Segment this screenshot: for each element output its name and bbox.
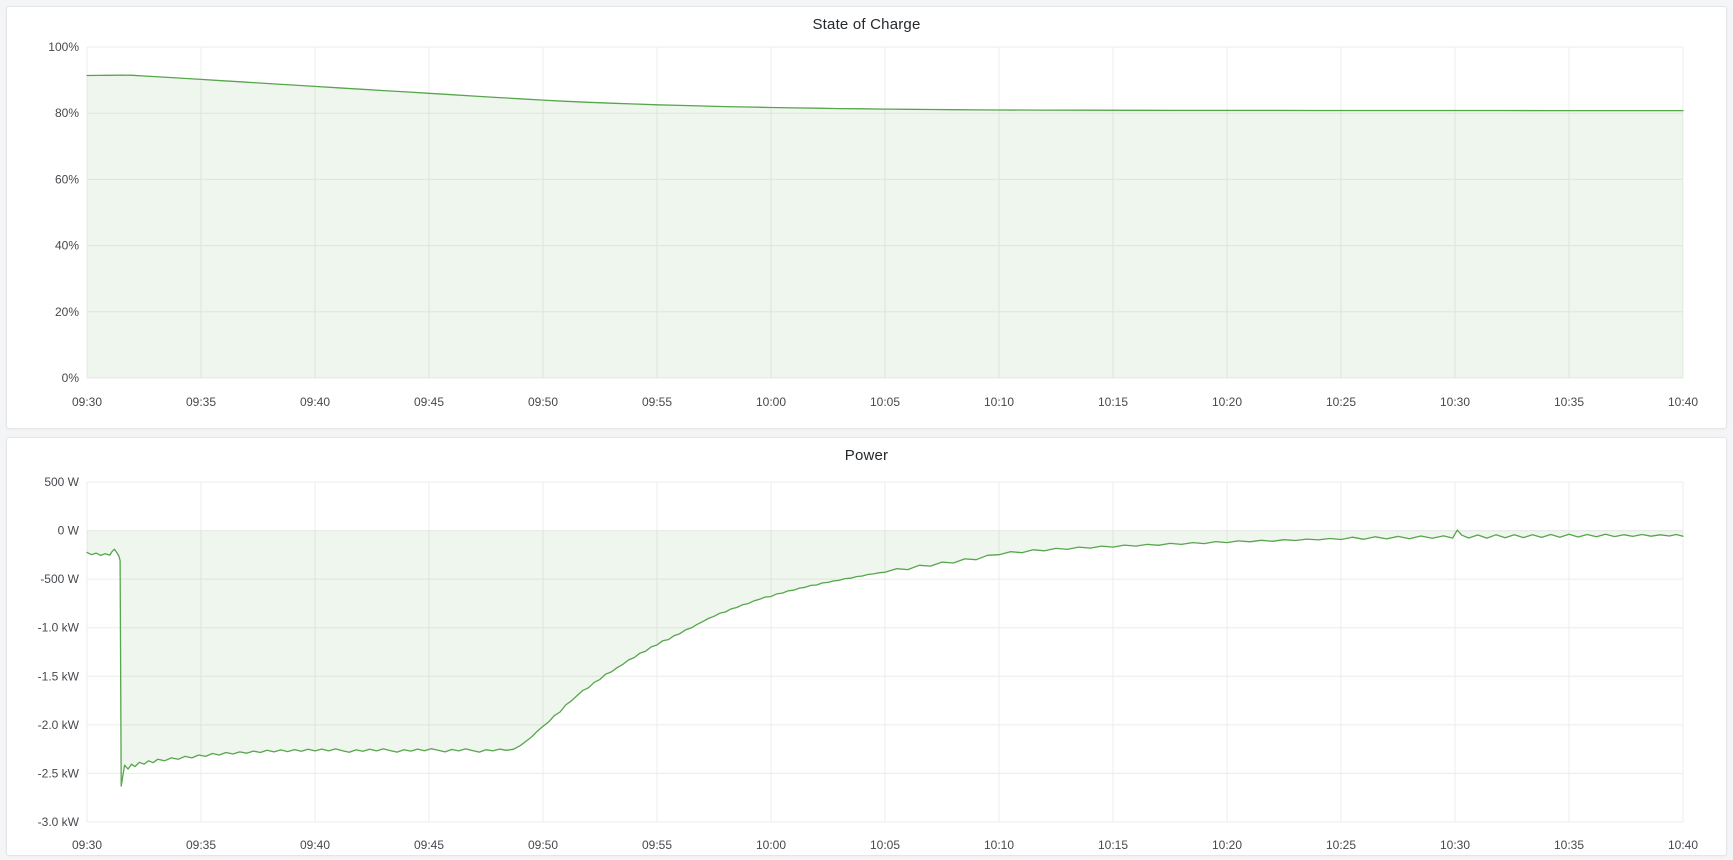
x-tick-label: 10:35 xyxy=(1554,395,1584,409)
x-tick-label: 09:40 xyxy=(300,838,330,852)
x-tick-label: 09:45 xyxy=(414,395,444,409)
power-chart-canvas[interactable]: 500 W 0 W -500 W -1.0 kW -1.5 kW -2.0 kW -2.5 … xyxy=(7,438,1726,855)
x-tick-label: 10:10 xyxy=(984,395,1014,409)
x-tick-label: 09:35 xyxy=(186,395,216,409)
x-tick-label: 09:50 xyxy=(528,395,558,409)
y-tick-label: -1.0 kW xyxy=(38,621,80,635)
x-tick-label: 10:35 xyxy=(1554,838,1584,852)
x-tick-label: 10:30 xyxy=(1440,838,1470,852)
y-tick-label: -2.0 kW xyxy=(38,718,80,732)
x-tick-label: 10:40 xyxy=(1668,395,1698,409)
x-tick-label: 09:30 xyxy=(72,838,102,852)
x-tick-label: 09:45 xyxy=(414,838,444,852)
y-tick-label: -2.5 kW xyxy=(38,766,80,780)
panel-title-power: Power xyxy=(844,447,889,464)
x-tick-label: 10:30 xyxy=(1440,395,1470,409)
y-tick-label: 100% xyxy=(48,40,79,54)
y-tick-label: 40% xyxy=(55,239,79,253)
x-tick-label: 10:25 xyxy=(1326,838,1356,852)
x-tick-label: 10:25 xyxy=(1326,395,1356,409)
series-line xyxy=(86,529,1684,787)
state-of-charge-chart-canvas[interactable]: 100% 80% 60% 40% 20% 0% 09:30 09:35 09:40 09:45 09… xyxy=(7,7,1726,428)
x-tick-label: 10:10 xyxy=(984,838,1014,852)
x-tick-label: 10:00 xyxy=(756,395,786,409)
x-tick-label: 10:40 xyxy=(1668,838,1698,852)
panel-state-of-charge: State of Charge 100% 80% 60% 40% 20% 0% 09:30 0… xyxy=(6,6,1727,429)
y-tick-label: -500 W xyxy=(40,572,79,586)
x-tick-label: 09:55 xyxy=(642,395,672,409)
x-tick-label: 10:20 xyxy=(1212,838,1242,852)
y-tick-label: 0 W xyxy=(58,524,80,538)
x-tick-label: 10:15 xyxy=(1098,838,1128,852)
chart-svg: 500 W 0 W -500 W -1.0 kW -1.5 kW -2.0 kW -2.5 … xyxy=(38,475,1699,852)
x-tick-label: 10:05 xyxy=(870,395,900,409)
y-tick-label: 0% xyxy=(62,371,80,385)
series-area xyxy=(87,530,1683,787)
y-tick-label: 20% xyxy=(55,305,79,319)
y-tick-label: -3.0 kW xyxy=(38,815,80,829)
panel-power: Power 500 W 0 W -500 W -1.0 kW -1.5 kW -2.0 k… xyxy=(6,437,1727,856)
series-area xyxy=(87,75,1683,378)
x-tick-label: 09:40 xyxy=(300,395,330,409)
panel-title-state-of-charge: State of Charge xyxy=(812,16,921,33)
y-tick-label: 500 W xyxy=(44,475,79,489)
x-tick-label: 09:55 xyxy=(642,838,672,852)
x-tick-label: 10:00 xyxy=(756,838,786,852)
y-tick-label: -1.5 kW xyxy=(38,669,80,683)
x-tick-label: 10:20 xyxy=(1212,395,1242,409)
y-tick-label: 60% xyxy=(55,172,79,186)
y-tick-label: 80% xyxy=(55,106,79,120)
x-tick-label: 10:15 xyxy=(1098,395,1128,409)
chart-svg: 100% 80% 60% 40% 20% 0% 09:30 09:35 09:40 09:45 09… xyxy=(48,40,1698,409)
x-tick-label: 10:05 xyxy=(870,838,900,852)
series-line xyxy=(86,74,1684,112)
x-tick-label: 09:30 xyxy=(72,395,102,409)
x-tick-label: 09:50 xyxy=(528,838,558,852)
x-tick-label: 09:35 xyxy=(186,838,216,852)
